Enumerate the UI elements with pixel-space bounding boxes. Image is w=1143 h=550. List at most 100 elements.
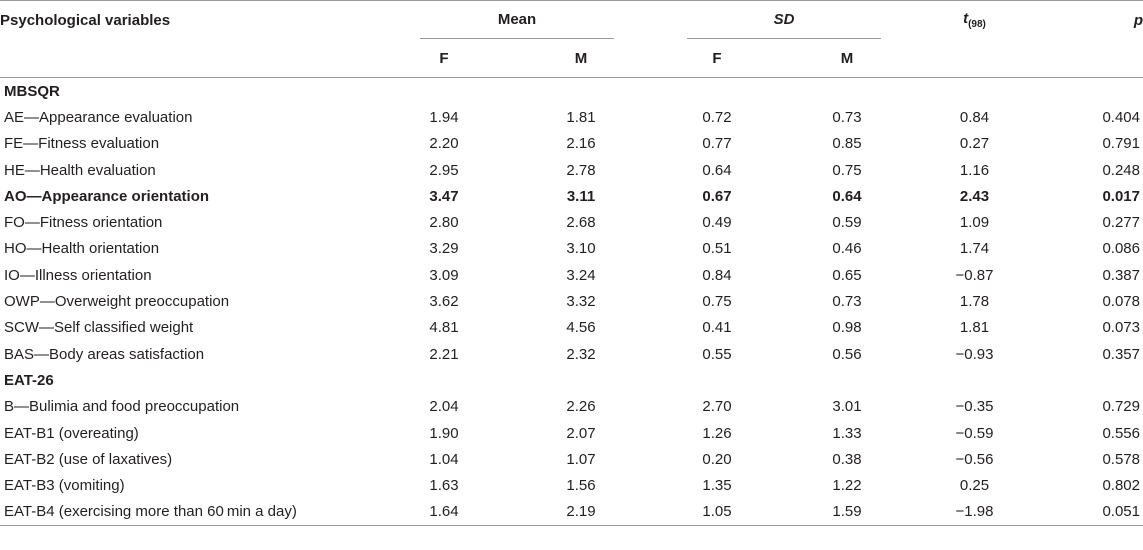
p-cell: 0.277	[1102, 214, 1140, 232]
mean-f-cell: 1.94	[429, 108, 459, 126]
header-mean-m: M	[508, 39, 654, 78]
p-cell: 0.729	[1102, 398, 1140, 416]
t-cell: −0.93	[955, 345, 994, 363]
sd-m-cell: 0.59	[832, 214, 862, 232]
sd-m-cell: 3.01	[832, 398, 862, 416]
t-cell: −0.56	[955, 450, 994, 468]
mean-f-cell: 3.09	[429, 266, 459, 284]
section-label: EAT-26	[4, 371, 54, 389]
t-cell: −0.59	[955, 424, 994, 442]
header-mean-label: Mean	[420, 11, 614, 39]
variable-cell: FO—Fitness orientation	[4, 214, 163, 232]
sd-m-cell: 0.98	[832, 319, 862, 337]
t-cell: 2.43	[959, 187, 990, 205]
header-sd-f: F	[654, 39, 780, 78]
mean-m-cell: 2.19	[508, 498, 654, 527]
variable-cell: EAT-B2 (use of laxatives)	[4, 450, 173, 468]
mean-f-cell: 3.29	[429, 240, 459, 258]
variable-cell: AE—Appearance evaluation	[4, 108, 193, 126]
t-cell: 1.16	[959, 161, 990, 179]
mean-m-cell: 2.78	[566, 161, 596, 179]
mean-m-cell: 3.24	[566, 266, 596, 284]
header-row-sub: F M F M	[0, 39, 1143, 78]
mean-f-cell: 2.21	[429, 345, 459, 363]
t-cell: 0.84	[959, 108, 990, 126]
p-cell: 0.791	[1102, 135, 1140, 153]
mean-m-cell: 4.56	[566, 319, 596, 337]
p-cell: 0.086	[1102, 240, 1140, 258]
table-header: Psychological variables Mean SD t(98) p …	[0, 0, 1143, 78]
section-row: EAT-26	[0, 367, 1143, 393]
table-row: OWP—Overweight preoccupation 3.62 3.32 0.75…	[0, 288, 1143, 314]
t-cell: 1.09	[959, 214, 990, 232]
header-row-top: Psychological variables Mean SD t(98) p	[0, 0, 1143, 39]
table-row: B—Bulimia and food preoccupation 2.04 2.26…	[0, 394, 1143, 420]
mean-f-cell: 1.64	[380, 498, 508, 527]
sd-f-cell: 0.49	[702, 214, 732, 232]
header-sd-m: M	[780, 39, 914, 78]
sd-f-cell: 0.20	[702, 450, 732, 468]
table-row: AE—Appearance evaluation 1.94 1.81 0.72 0.73…	[0, 104, 1143, 130]
sd-f-cell: 0.67	[702, 187, 732, 205]
mean-m-cell: 2.32	[566, 345, 596, 363]
mean-m-cell: 1.56	[566, 477, 596, 495]
mean-f-cell: 2.95	[429, 161, 459, 179]
section-row: MBSQR	[0, 78, 1143, 105]
variable-cell: BAS—Body areas satisfaction	[4, 345, 205, 363]
sd-m-cell: 0.46	[832, 240, 862, 258]
mean-m-cell: 3.11	[566, 187, 596, 205]
table-row: AO—Appearance orientation 3.47 3.11 0.67 0.6…	[0, 183, 1143, 209]
table-body: MBSQR AE—Appearance evaluation 1.94 1.81 0.7…	[0, 78, 1143, 527]
variable-cell: AO—Appearance orientation	[4, 187, 210, 205]
sd-m-cell: 0.56	[832, 345, 862, 363]
variable-cell: HO—Health orientation	[4, 240, 160, 258]
mean-f-cell: 1.90	[429, 424, 459, 442]
p-cell: 0.248	[1102, 161, 1140, 179]
sd-m-cell: 0.85	[832, 135, 862, 153]
sd-m-cell: 0.73	[832, 293, 862, 311]
mean-f-cell: 1.04	[429, 450, 459, 468]
t-cell: −0.87	[955, 266, 994, 284]
sd-m-cell: 1.59	[780, 498, 914, 527]
sd-f-cell: 0.77	[702, 135, 732, 153]
mean-m-cell: 2.68	[566, 214, 596, 232]
mean-f-cell: 4.81	[429, 319, 459, 337]
table-row: EAT-B4 (exercising more than 60 min a da…	[0, 498, 1143, 527]
table-row: EAT-B2 (use of laxatives) 1.04 1.07 0.20 0.3…	[0, 446, 1143, 472]
header-sub-empty-t	[914, 39, 1035, 78]
variable-cell: EAT-B4 (exercising more than 60 min a da…	[0, 498, 380, 527]
header-sd-group: SD	[654, 0, 914, 39]
variable-cell: SCW—Self classified weight	[4, 319, 194, 337]
sd-f-cell: 1.35	[702, 477, 732, 495]
sd-f-cell: 0.72	[702, 108, 732, 126]
sd-m-cell: 0.75	[832, 161, 862, 179]
sd-f-cell: 0.55	[702, 345, 732, 363]
p-cell: 0.578	[1102, 450, 1140, 468]
header-p: p	[1035, 0, 1143, 39]
variable-cell: HE—Health evaluation	[4, 161, 156, 179]
header-variables: Psychological variables	[0, 0, 380, 39]
p-cell: 0.404	[1102, 108, 1140, 126]
header-t-label: t	[963, 10, 969, 27]
header-t-subscript: (98)	[968, 19, 986, 30]
mean-f-cell: 1.63	[429, 477, 459, 495]
sd-m-cell: 0.64	[832, 187, 862, 205]
sd-f-cell: 0.75	[702, 293, 732, 311]
table-row: FO—Fitness orientation 2.80 2.68 0.49 0.59 1.…	[0, 209, 1143, 235]
table-row: SCW—Self classified weight 4.81 4.56 0.41 0.…	[0, 315, 1143, 341]
sd-m-cell: 0.73	[832, 108, 862, 126]
table-row: BAS—Body areas satisfaction 2.21 2.32 0.55 0…	[0, 341, 1143, 367]
sd-f-cell: 1.05	[654, 498, 780, 527]
header-t: t(98)	[914, 0, 1035, 39]
t-cell: 1.81	[959, 319, 990, 337]
mean-m-cell: 2.16	[566, 135, 596, 153]
sd-f-cell: 0.51	[702, 240, 732, 258]
variable-cell: IO—Illness orientation	[4, 266, 152, 284]
table-row: FE—Fitness evaluation 2.20 2.16 0.77 0.85 0.2…	[0, 131, 1143, 157]
p-cell: 0.078	[1102, 293, 1140, 311]
sd-f-cell: 1.26	[702, 424, 732, 442]
t-cell: 0.27	[959, 135, 990, 153]
t-cell: −0.35	[955, 398, 994, 416]
p-cell: 0.556	[1102, 424, 1140, 442]
sd-m-cell: 0.38	[832, 450, 862, 468]
